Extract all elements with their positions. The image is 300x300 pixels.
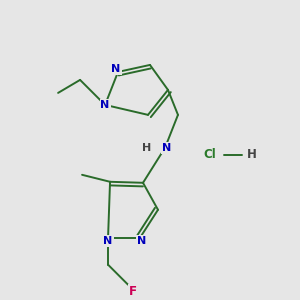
Text: N: N xyxy=(103,236,113,246)
Text: N: N xyxy=(100,100,110,110)
Text: F: F xyxy=(129,285,137,298)
Text: H: H xyxy=(247,148,257,161)
Text: N: N xyxy=(111,64,121,74)
Text: N: N xyxy=(162,143,172,153)
Text: N: N xyxy=(137,236,147,246)
Text: H: H xyxy=(142,143,152,153)
Text: Cl: Cl xyxy=(204,148,216,161)
